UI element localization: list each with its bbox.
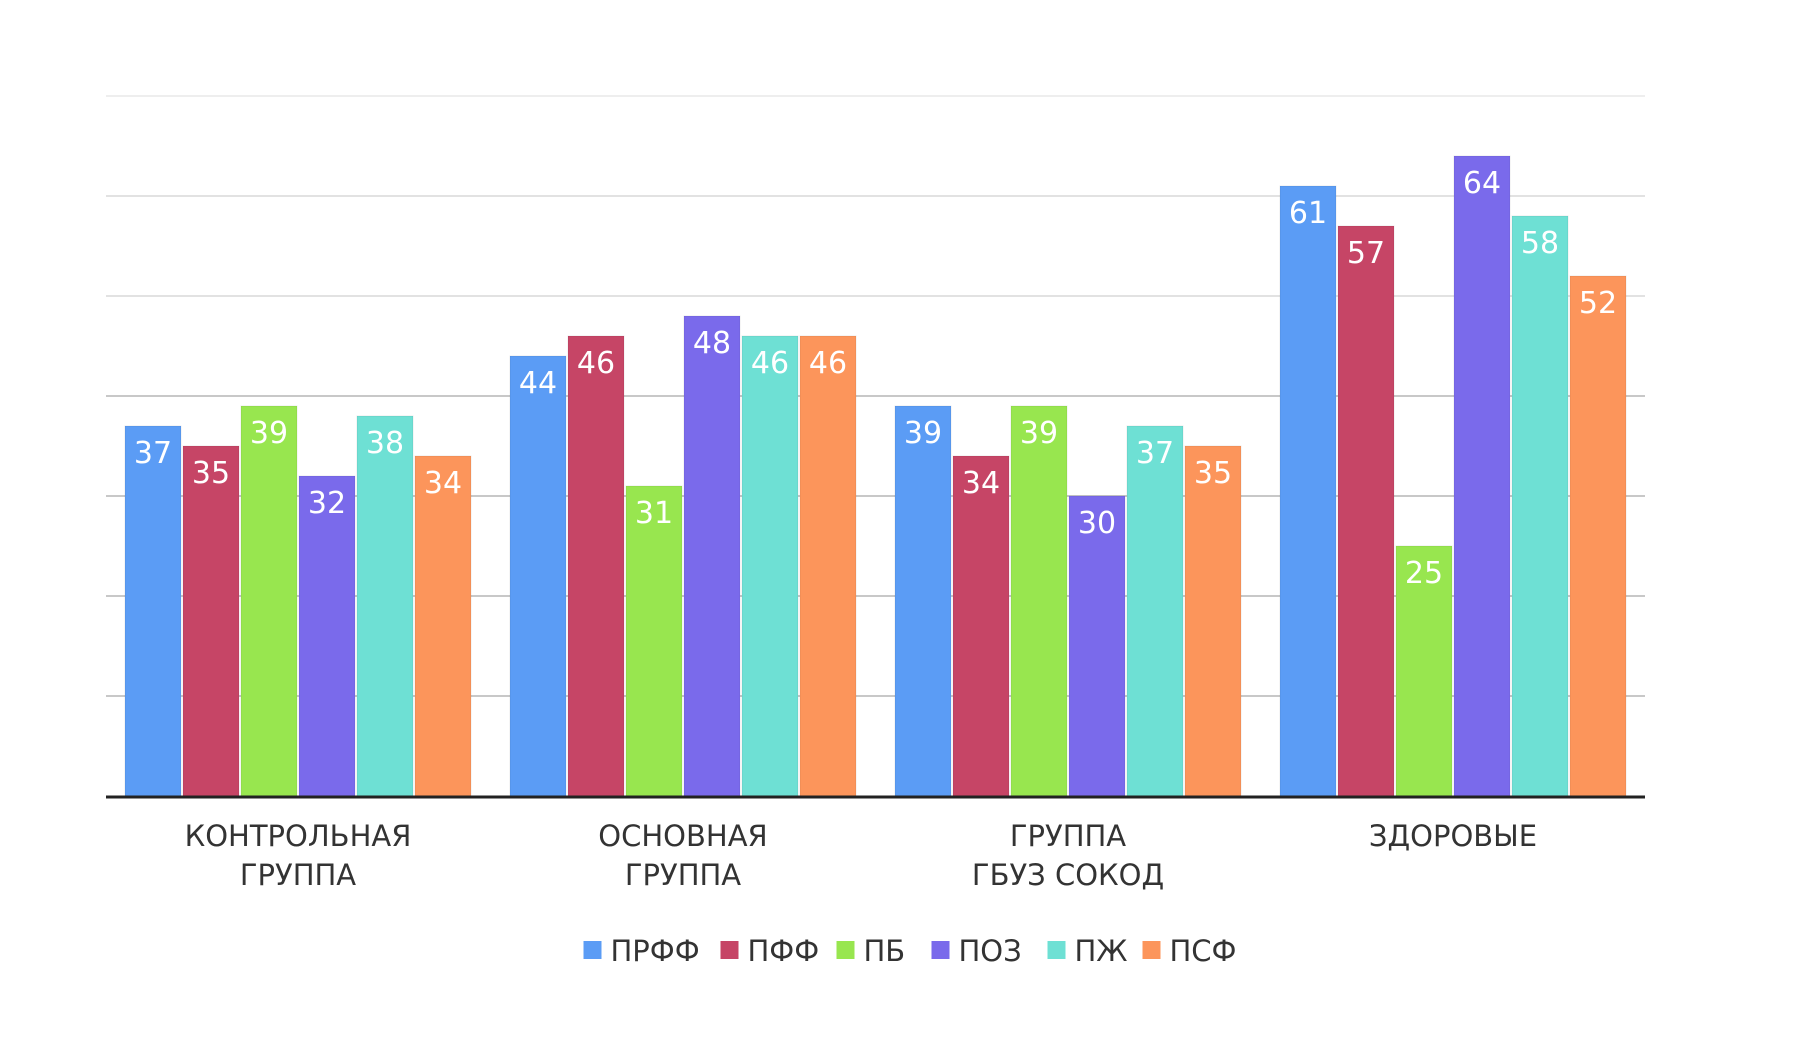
- bar: [1010, 405, 1068, 797]
- bar: [1068, 495, 1126, 797]
- data-label: 35: [1194, 456, 1232, 491]
- legend-label: ПОЗ: [959, 934, 1022, 968]
- bar: [240, 405, 298, 797]
- data-label: 25: [1405, 556, 1443, 591]
- data-label: 39: [904, 416, 942, 451]
- value-labels: 37 35 39 32 38 34 44 46 31 48 46 46 39 34 39 30 37 35 61 57…: [134, 166, 1617, 591]
- data-label: 46: [751, 346, 789, 381]
- legend-label: ПРФФ: [611, 934, 700, 968]
- data-label: 39: [250, 416, 288, 451]
- bar: [414, 455, 472, 797]
- data-label: 30: [1078, 506, 1116, 541]
- data-label: 38: [366, 426, 404, 461]
- data-label: 46: [809, 346, 847, 381]
- data-label: 37: [1136, 436, 1174, 471]
- bar: [799, 335, 857, 797]
- bar: [1569, 275, 1627, 797]
- data-label: 44: [519, 366, 557, 401]
- category-labels: КОНТРОЛЬНАЯ ГРУППА ОСНОВНАЯ ГРУППА ГРУППА ГБУ…: [185, 819, 1537, 892]
- legend-swatch: [1142, 941, 1161, 959]
- bar: [1453, 155, 1511, 797]
- bar: [298, 475, 356, 797]
- bar: [894, 405, 952, 797]
- bar: [1184, 445, 1242, 797]
- data-label: 46: [577, 346, 615, 381]
- legend-swatch: [931, 941, 950, 959]
- category-label: ГРУППА: [625, 858, 741, 892]
- legend-label: ПФФ: [748, 934, 820, 968]
- data-label: 61: [1289, 196, 1327, 231]
- category-label: ЗДОРОВЫЕ: [1369, 819, 1537, 853]
- legend-swatch: [720, 941, 739, 959]
- legend-label: ПЖ: [1075, 934, 1128, 968]
- data-label: 32: [308, 486, 346, 521]
- bar: [356, 415, 414, 797]
- bar: [1511, 215, 1569, 797]
- legend-swatch: [1047, 941, 1066, 959]
- bar: [952, 455, 1010, 797]
- bars: [124, 155, 1627, 797]
- data-label: 64: [1463, 166, 1501, 201]
- legend-swatch: [583, 941, 602, 959]
- bar: [625, 485, 683, 797]
- data-label: 34: [962, 466, 1000, 501]
- data-label: 34: [424, 466, 462, 501]
- data-label: 48: [693, 326, 731, 361]
- bar: [182, 445, 240, 797]
- data-label: 35: [192, 456, 230, 491]
- bar: [683, 315, 741, 797]
- legend-label: ПСФ: [1170, 934, 1237, 968]
- bar: [567, 335, 625, 797]
- bar: [741, 335, 799, 797]
- data-label: 58: [1521, 226, 1559, 261]
- bar: [1337, 225, 1395, 797]
- bar: [124, 425, 182, 797]
- legend: ПРФФ ПФФ ПБ ПОЗ ПЖ ПСФ: [583, 934, 1237, 968]
- data-label: 39: [1020, 416, 1058, 451]
- data-label: 31: [635, 496, 673, 531]
- bar: [509, 355, 567, 797]
- category-label: ГБУЗ СОКОД: [972, 858, 1164, 892]
- bar: [1126, 425, 1184, 797]
- category-label: КОНТРОЛЬНАЯ: [185, 819, 412, 853]
- category-label: ГРУППА: [240, 858, 356, 892]
- data-label: 57: [1347, 236, 1385, 271]
- bar: [1279, 185, 1337, 797]
- data-label: 52: [1579, 286, 1617, 321]
- data-label: 37: [134, 436, 172, 471]
- category-label: ГРУППА: [1010, 819, 1126, 853]
- legend-swatch: [836, 941, 855, 959]
- category-label: ОСНОВНАЯ: [598, 819, 767, 853]
- legend-label: ПБ: [864, 934, 906, 968]
